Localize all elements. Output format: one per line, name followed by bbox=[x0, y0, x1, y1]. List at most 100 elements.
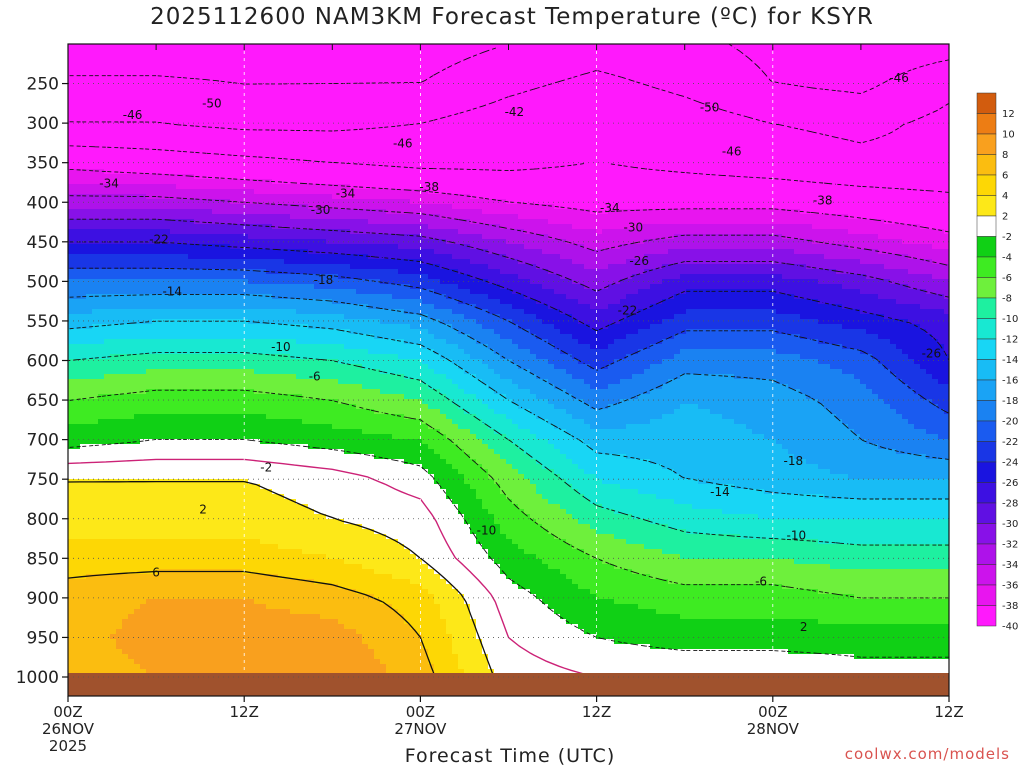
temp-cell bbox=[290, 134, 297, 140]
temp-cell bbox=[284, 124, 291, 130]
temp-cell bbox=[290, 109, 297, 115]
temp-cell bbox=[212, 349, 219, 355]
temp-cell bbox=[200, 594, 207, 600]
temp-cell bbox=[110, 294, 117, 300]
temp-cell bbox=[116, 204, 123, 210]
temp-cell bbox=[146, 619, 153, 625]
temp-cell bbox=[146, 464, 153, 470]
temp-cell bbox=[140, 269, 147, 275]
temp-cell bbox=[116, 669, 123, 675]
temp-cell bbox=[230, 564, 237, 570]
temp-cell bbox=[278, 444, 285, 450]
temp-cell bbox=[242, 329, 249, 335]
temp-cell bbox=[128, 289, 135, 295]
temp-cell bbox=[272, 509, 279, 515]
temp-cell bbox=[224, 379, 231, 385]
temp-cell bbox=[284, 414, 291, 420]
temp-cell bbox=[146, 94, 153, 100]
temp-cell bbox=[278, 419, 285, 425]
temp-cell bbox=[158, 494, 165, 500]
temp-cell bbox=[188, 464, 195, 470]
temp-cell bbox=[146, 154, 153, 160]
temp-cell bbox=[248, 529, 255, 535]
temp-cell bbox=[158, 369, 165, 375]
temp-cell bbox=[164, 209, 171, 215]
temp-cell bbox=[86, 219, 93, 225]
temp-cell bbox=[146, 554, 153, 560]
temp-cell bbox=[194, 494, 201, 500]
temp-cell bbox=[104, 259, 111, 265]
temp-cell bbox=[110, 374, 117, 380]
temp-cell bbox=[74, 564, 81, 570]
temp-cell bbox=[92, 249, 99, 255]
temp-cell bbox=[296, 104, 303, 110]
temp-cell bbox=[80, 654, 87, 660]
temp-cell bbox=[134, 174, 141, 180]
temp-cell bbox=[158, 529, 165, 535]
temp-cell bbox=[68, 489, 75, 495]
temp-cell bbox=[248, 229, 255, 235]
temp-cell bbox=[128, 134, 135, 140]
temp-cell bbox=[278, 579, 285, 585]
temp-cell bbox=[86, 114, 93, 120]
temp-cell bbox=[164, 254, 171, 260]
temp-cell bbox=[74, 514, 81, 520]
temp-cell bbox=[170, 669, 177, 675]
temp-cell bbox=[230, 144, 237, 150]
temp-cell bbox=[290, 529, 297, 535]
temp-cell bbox=[218, 129, 225, 135]
temp-cell bbox=[194, 574, 201, 580]
temp-cell bbox=[104, 179, 111, 185]
temp-cell bbox=[152, 509, 159, 515]
temp-cell bbox=[242, 284, 249, 290]
temp-cell bbox=[242, 464, 249, 470]
temp-cell bbox=[206, 499, 213, 505]
temp-cell bbox=[272, 389, 279, 395]
temp-cell bbox=[200, 389, 207, 395]
temp-cell bbox=[254, 339, 261, 345]
temp-cell bbox=[266, 494, 273, 500]
temp-cell bbox=[236, 634, 243, 640]
temp-cell bbox=[284, 419, 291, 425]
temp-cell bbox=[182, 554, 189, 560]
temp-cell bbox=[290, 454, 297, 460]
temp-cell bbox=[92, 464, 99, 470]
temp-cell bbox=[188, 434, 195, 440]
temp-cell bbox=[92, 54, 99, 60]
temp-cell bbox=[128, 349, 135, 355]
temp-cell bbox=[272, 129, 279, 135]
temp-cell bbox=[284, 664, 291, 670]
temp-cell bbox=[218, 314, 225, 320]
temp-cell bbox=[134, 229, 141, 235]
temp-cell bbox=[230, 429, 237, 435]
temp-cell bbox=[104, 254, 111, 260]
temp-cell bbox=[80, 439, 87, 445]
temp-cell bbox=[284, 264, 291, 270]
temp-cell bbox=[68, 179, 75, 185]
temp-cell bbox=[212, 84, 219, 90]
temp-cell bbox=[248, 169, 255, 175]
temp-cell bbox=[248, 99, 255, 105]
temp-cell bbox=[128, 469, 135, 475]
temp-cell bbox=[200, 509, 207, 515]
temp-cell bbox=[152, 124, 159, 130]
temp-cell bbox=[182, 499, 189, 505]
temp-cell bbox=[230, 219, 237, 225]
temp-cell bbox=[230, 469, 237, 475]
temp-cell bbox=[224, 504, 231, 510]
temp-cell bbox=[74, 559, 81, 565]
temp-cell bbox=[68, 284, 75, 290]
temp-cell bbox=[218, 119, 225, 125]
temp-cell bbox=[134, 274, 141, 280]
temp-cell bbox=[128, 159, 135, 165]
temp-cell bbox=[290, 379, 297, 385]
temp-cell bbox=[128, 574, 135, 580]
temp-cell bbox=[284, 309, 291, 315]
temp-cell bbox=[266, 649, 273, 655]
temp-cell bbox=[164, 69, 171, 75]
temp-cell bbox=[140, 209, 147, 215]
temp-cell bbox=[146, 404, 153, 410]
temp-cell bbox=[74, 219, 81, 225]
temp-cell bbox=[152, 394, 159, 400]
temp-cell bbox=[236, 264, 243, 270]
